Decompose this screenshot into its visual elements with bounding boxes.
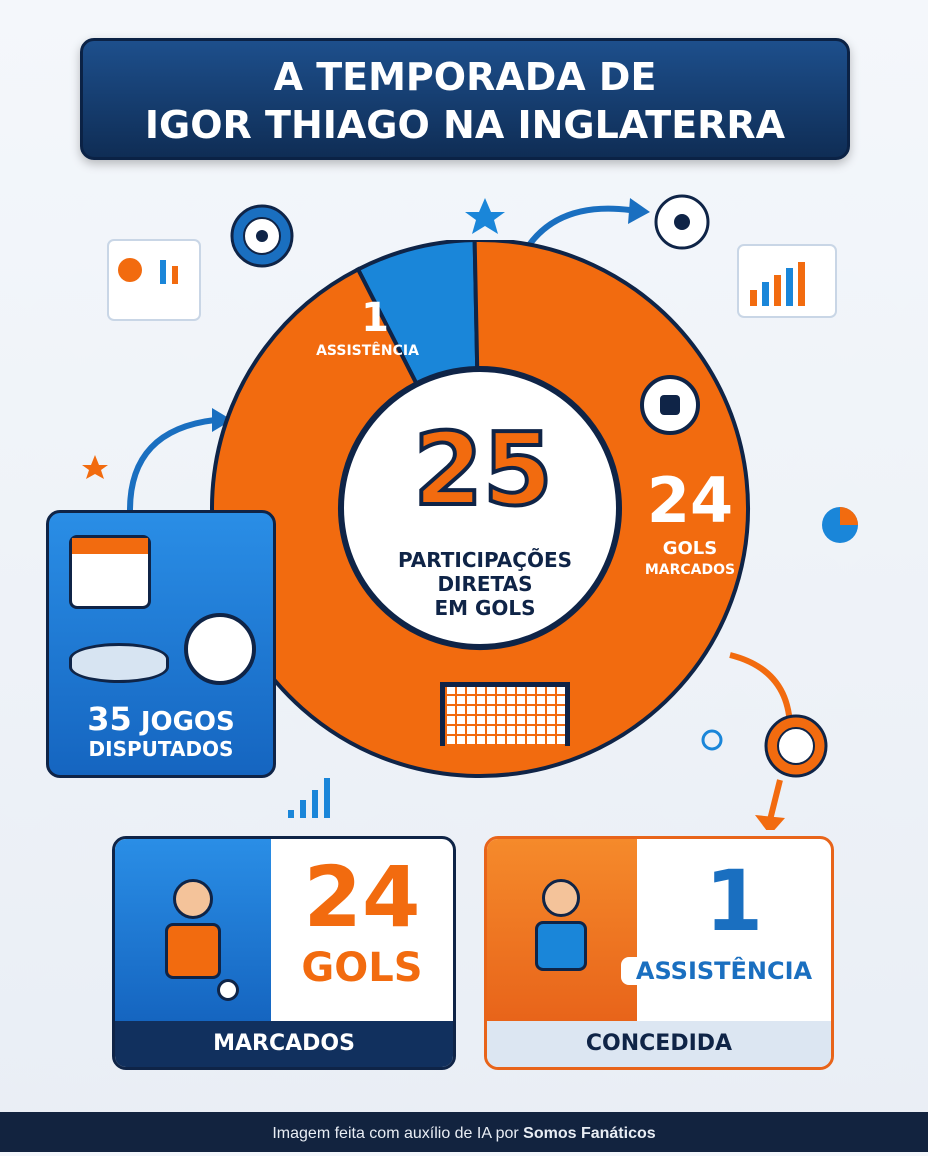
- arrow-icon: [127, 417, 216, 511]
- goals-card: 24 GOLS MARCADOS: [112, 836, 456, 1070]
- footer: Imagem feita com auxílio de IA por Somos…: [0, 1112, 928, 1152]
- center-label-3: EM GOLS: [434, 596, 536, 620]
- goals-label-2: MARCADOS: [644, 562, 736, 578]
- goals-card-unit: GOLS: [301, 945, 423, 991]
- center-label: PARTICIPAÇÕES DIRETAS EM GOLS: [360, 548, 610, 620]
- center-label-1: PARTICIPAÇÕES: [397, 548, 573, 572]
- player-kicking-icon: [115, 839, 271, 1021]
- title-line-2: IGOR THIAGO NA INGLATERRA: [144, 103, 786, 147]
- footer-brand: Somos Fanáticos: [523, 1125, 656, 1142]
- games-label-2: DISPUTADOS: [88, 737, 234, 761]
- star-icon: [465, 198, 505, 234]
- assist-value: 1: [361, 295, 389, 341]
- center-label-2: DIRETAS: [437, 572, 533, 596]
- star-icon: [82, 455, 108, 479]
- goals-value: 24: [646, 464, 734, 537]
- title-line-1: A TEMPORADA DE: [273, 55, 657, 99]
- chart-card-icon: [107, 239, 201, 321]
- footer-text: Imagem feita com auxílio de IA por: [272, 1125, 524, 1142]
- games-value: 35: [87, 700, 132, 738]
- soccer-ball-icon: [230, 204, 294, 268]
- assist-card-value: 1: [704, 852, 764, 950]
- player-running-icon: [487, 839, 637, 1021]
- games-card: 35 JOGOS DISPUTADOS: [46, 510, 276, 778]
- games-label-1: JOGOS: [140, 707, 235, 737]
- donut-center: [340, 368, 620, 648]
- title-banner: A TEMPORADA DE IGOR THIAGO NA INGLATERRA: [80, 38, 850, 160]
- soccer-ball-icon: [640, 375, 700, 435]
- soccer-ball-icon: [654, 194, 710, 250]
- stadium-icon: [69, 643, 169, 683]
- goals-card-caption: MARCADOS: [115, 1021, 453, 1067]
- assist-card: 1 ASSISTÊNCIA CONCEDIDA: [484, 836, 834, 1070]
- goals-card-value: 24: [303, 848, 421, 946]
- stopwatch-icon: [184, 613, 256, 685]
- assist-label: ASSISTÊNCIA: [316, 343, 419, 359]
- calendar-icon: [69, 535, 151, 609]
- goal-net-icon: [440, 682, 570, 746]
- goals-label-1: GOLS: [662, 538, 718, 559]
- soccer-ball-icon: [764, 714, 828, 778]
- assist-card-caption: CONCEDIDA: [487, 1021, 831, 1067]
- center-value: 25: [411, 411, 554, 528]
- donut-ring: [210, 240, 750, 778]
- assist-card-unit: ASSISTÊNCIA: [621, 957, 827, 985]
